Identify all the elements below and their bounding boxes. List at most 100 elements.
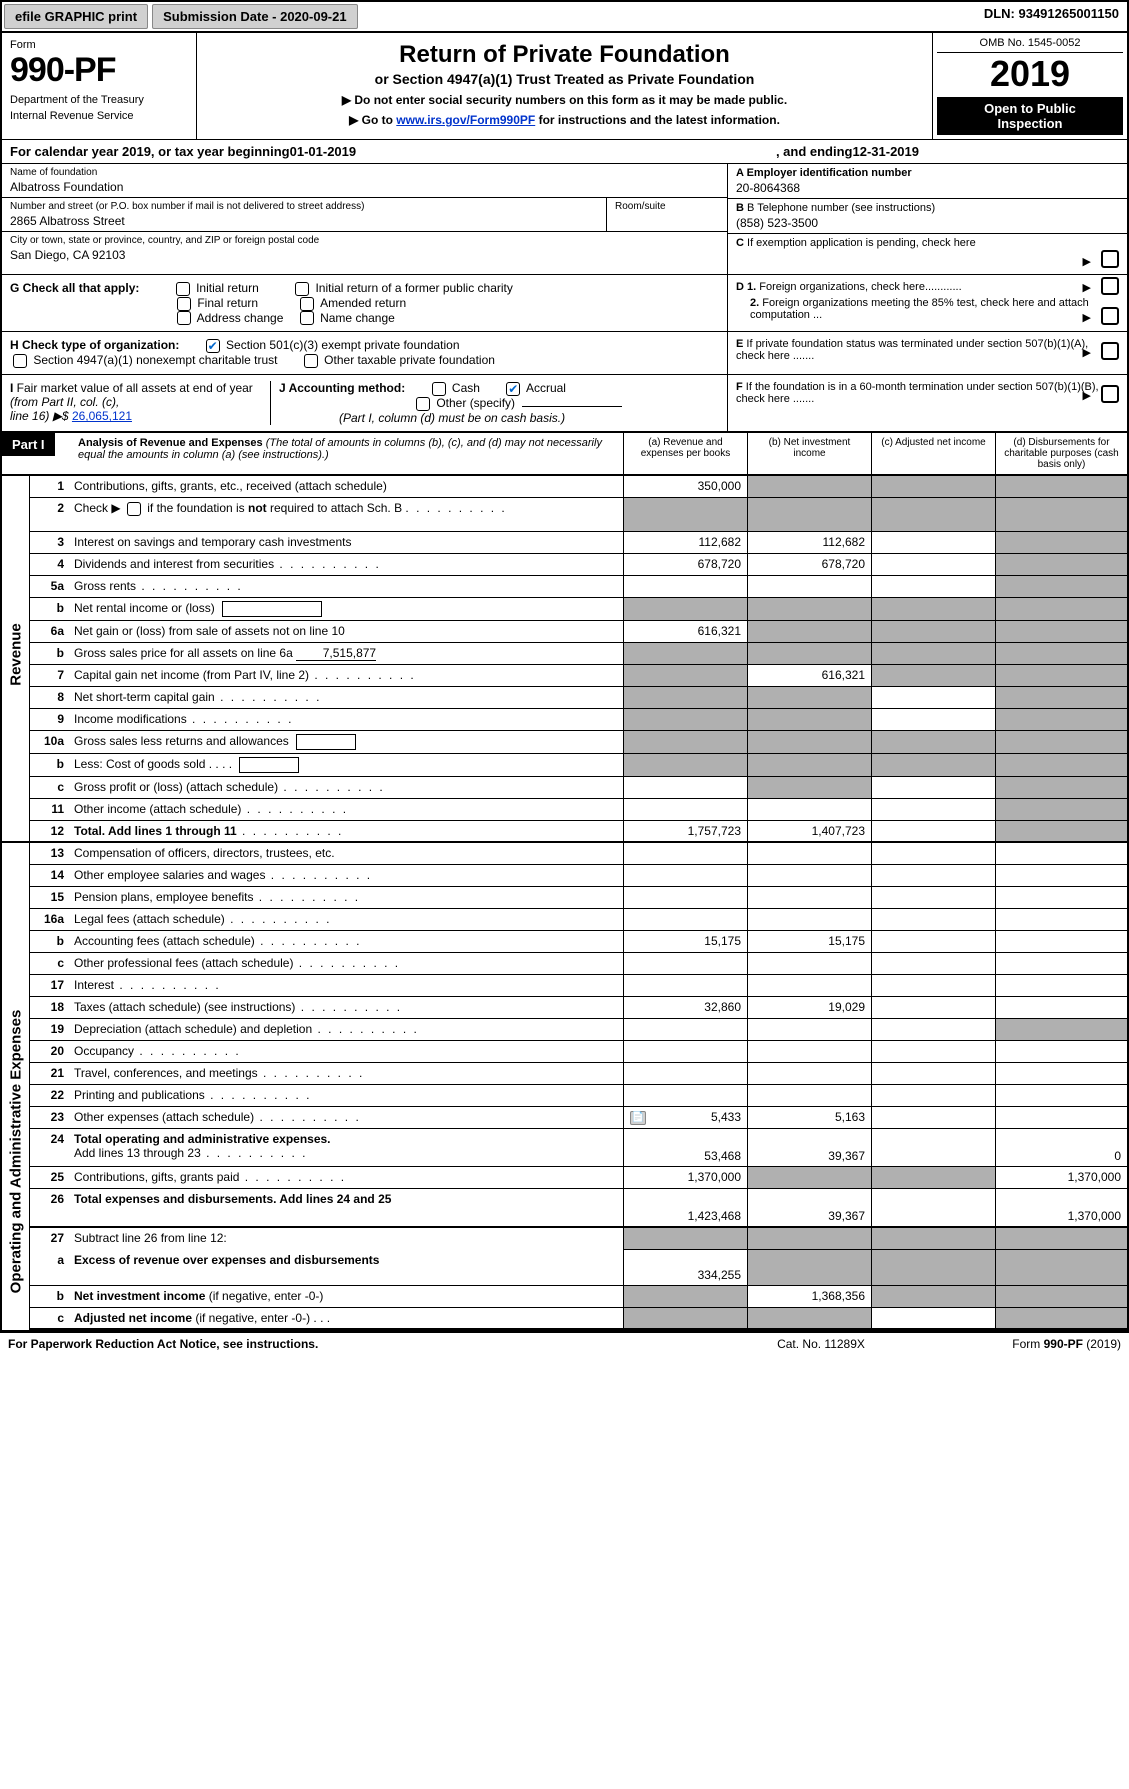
row-9: 9 Income modifications [30,709,1127,731]
row-desc: Adjusted net income (if negative, enter … [70,1308,623,1328]
row-10a: 10a Gross sales less returns and allowan… [30,731,1127,754]
form-subtitle: or Section 4947(a)(1) Trust Treated as P… [205,71,924,87]
row-desc: Travel, conferences, and meetings [70,1063,623,1084]
cell-11c [871,799,995,820]
row25-text: Contributions, gifts, grants paid [74,1170,239,1184]
f-checkbox[interactable] [1101,385,1119,403]
cell-27bd [995,1286,1127,1307]
form-word: Form [10,39,188,51]
cell-8c [871,687,995,708]
e-checkbox[interactable] [1101,342,1119,360]
row-num: 12 [30,821,70,841]
ein-value: 20-8064368 [736,181,1119,195]
row-desc: Gross profit or (loss) (attach schedule) [70,777,623,798]
cell-7b: 616,321 [747,665,871,686]
f-label: F If the foundation is in a 60-month ter… [736,381,1119,405]
cell-4c [871,554,995,575]
j-other-checkbox[interactable] [416,397,430,411]
gross-sales-box[interactable] [296,734,356,750]
cell-5bd [995,598,1127,620]
h-4947-checkbox[interactable] [13,354,27,368]
form-header: Form 990-PF Department of the Treasury I… [2,33,1127,140]
row-num: 15 [30,887,70,908]
row-desc: Depreciation (attach schedule) and deple… [70,1019,623,1040]
cell-9a [623,709,747,730]
expenses-rows: 13 Compensation of officers, directors, … [30,843,1127,1330]
g-name-change-checkbox[interactable] [300,311,314,325]
cell-26b: 39,367 [747,1189,871,1226]
row-desc: Capital gain net income (from Part IV, l… [70,665,623,686]
cell-10cc [871,777,995,798]
j-cash-checkbox[interactable] [432,382,446,396]
row-22: 22 Printing and publications [30,1085,1127,1107]
row17-text: Interest [74,978,114,992]
d1-checkbox[interactable] [1101,277,1119,295]
j-other-specify[interactable] [522,406,622,407]
cell-27cd [995,1308,1127,1328]
cell-23c [871,1107,995,1128]
ein-label: A Employer identification number [736,167,1119,179]
row-num: a [30,1250,70,1285]
h-opt-2: Section 4947(a)(1) nonexempt charitable … [33,353,277,367]
g-opt-4: Address change [197,311,284,325]
identity-section: Name of foundation Albatross Foundation … [2,164,1127,275]
part1-desc: Analysis of Revenue and Expenses (The to… [70,433,623,474]
cell-21d [995,1063,1127,1084]
row-13: 13 Compensation of officers, directors, … [30,843,1127,865]
row-25: 25 Contributions, gifts, grants paid 1,3… [30,1167,1127,1189]
cell-20d [995,1041,1127,1062]
row-desc: Interest on savings and temporary cash i… [70,532,623,553]
row14-text: Other employee salaries and wages [74,868,265,882]
g-address-change-checkbox[interactable] [177,311,191,325]
row8-text: Net short-term capital gain [74,690,215,704]
g-amended-checkbox[interactable] [300,297,314,311]
row-num: 13 [30,843,70,864]
g-label: G Check all that apply: [10,281,139,295]
sch-b-checkbox[interactable] [127,502,141,516]
row6b-text: Gross sales price for all assets on line… [74,646,293,660]
row-27: 27 Subtract line 26 from line 12: [30,1228,1127,1250]
g-final-return-checkbox[interactable] [177,297,191,311]
h-501c3-checkbox[interactable]: ✔ [206,339,220,353]
cal-begin: 01-01-2019 [290,144,357,159]
note2-post: for instructions and the latest informat… [535,113,780,127]
cell-22d [995,1085,1127,1106]
cogs-box[interactable] [239,757,299,773]
cell-4a: 678,720 [623,554,747,575]
identity-right: A Employer identification number 20-8064… [727,164,1127,274]
cell-16ac [871,909,995,930]
cell-6ac [871,621,995,642]
cell-27cc [871,1308,995,1328]
row-desc: Contributions, gifts, grants paid [70,1167,623,1188]
g-initial-return-checkbox[interactable] [176,282,190,296]
row-num: 24 [30,1129,70,1166]
exemption-checkbox[interactable] [1101,250,1119,268]
attachment-icon[interactable]: 📄 [630,1111,646,1125]
d2-checkbox[interactable] [1101,307,1119,325]
cell-17b [747,975,871,996]
cell-3b: 112,682 [747,532,871,553]
efile-print-button[interactable]: efile GRAPHIC print [4,4,148,29]
cell-16bc [871,931,995,952]
row-16a: 16a Legal fees (attach schedule) [30,909,1127,931]
cell-18c [871,997,995,1018]
cell-21c [871,1063,995,1084]
j-accrual-checkbox[interactable]: ✔ [506,382,520,396]
cell-27a [623,1228,747,1250]
section-e: E If private foundation status was termi… [727,332,1127,374]
row21-text: Travel, conferences, and meetings [74,1066,258,1080]
inspect-line1: Open to Public [939,101,1121,116]
cell-22b [747,1085,871,1106]
rental-income-box[interactable] [222,601,322,617]
row24-text2: Add lines 13 through 23 [74,1146,201,1160]
cell-10ad [995,731,1127,753]
h-other-checkbox[interactable] [304,354,318,368]
g-initial-former-checkbox[interactable] [295,282,309,296]
row19-text: Depreciation (attach schedule) and deple… [74,1022,312,1036]
cell-25a: 1,370,000 [623,1167,747,1188]
cell-27bb: 1,368,356 [747,1286,871,1307]
irs-link[interactable]: www.irs.gov/Form990PF [396,113,535,127]
expenses-label-text: Operating and Administrative Expenses [7,1009,24,1293]
cell-16bb: 15,175 [747,931,871,952]
expenses-table: Operating and Administrative Expenses 13… [2,843,1127,1330]
